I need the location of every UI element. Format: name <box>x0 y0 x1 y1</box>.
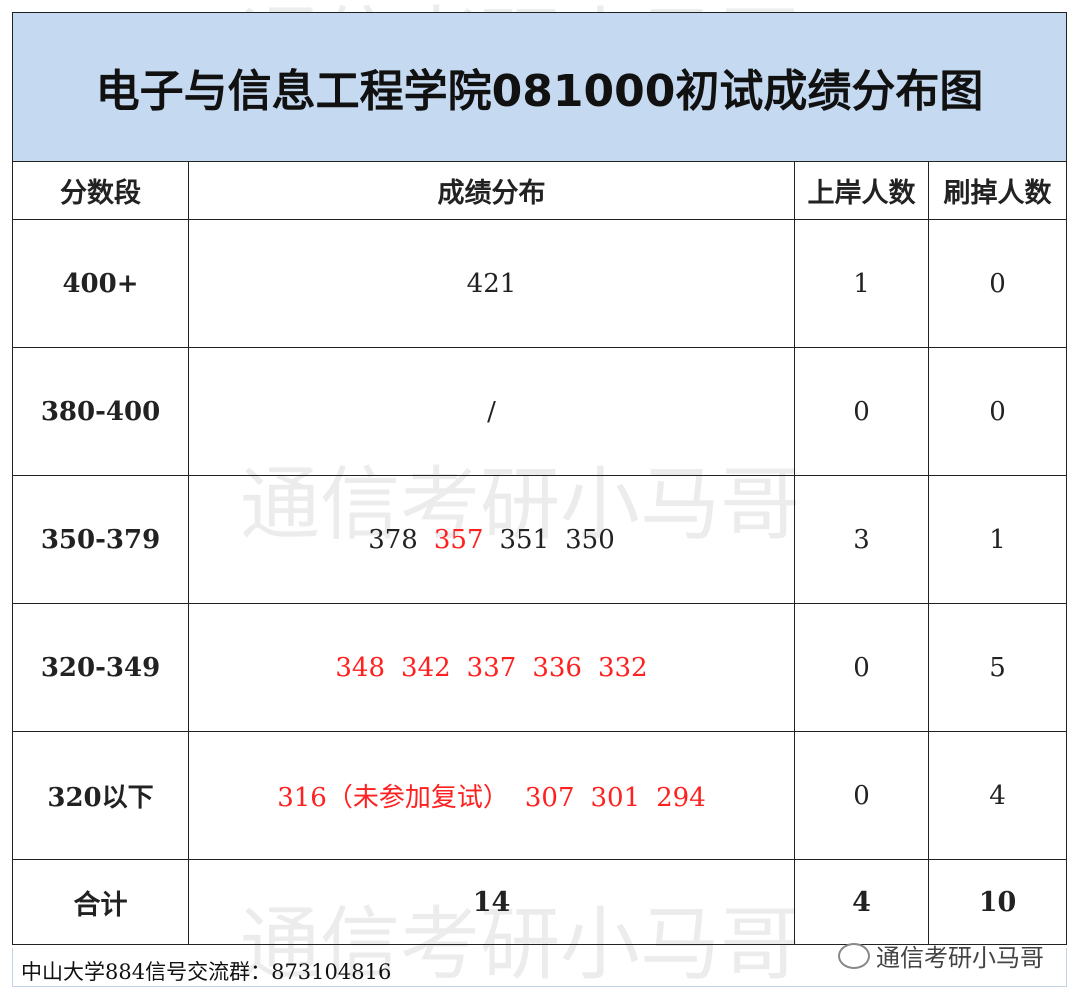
total-rejected: 10 <box>928 859 1067 945</box>
table-row: 400+ 421 1 0 <box>12 219 1067 348</box>
footer-text: 中山大学884信号交流群：873104816 <box>21 960 392 984</box>
score-value: 342 <box>401 652 451 683</box>
rejected-count: 4 <box>928 731 1067 860</box>
admitted-count: 3 <box>794 475 929 604</box>
score-table: 电子与信息工程学院081000初试成绩分布图 分数段 成绩分布 上岸人数 刷掉人… <box>12 12 1067 945</box>
score-value: 421 <box>466 268 517 299</box>
score-segment: 320-349 <box>12 603 189 732</box>
admitted-count: 0 <box>794 731 929 860</box>
total-row: 合计 14 4 10 <box>12 859 1067 945</box>
score-value: 294 <box>656 783 706 813</box>
rejected-count: 0 <box>928 347 1067 476</box>
table-row: 380-400 / 0 0 <box>12 347 1067 476</box>
header-rejected: 刷掉人数 <box>928 161 1067 220</box>
score-value: 350 <box>565 524 615 555</box>
table-row: 320以下 316（未参加复试） 307 301 294 0 4 <box>12 731 1067 860</box>
score-value: 378 <box>368 524 418 555</box>
header-segment: 分数段 <box>12 161 189 220</box>
score-distribution: 316（未参加复试） 307 301 294 <box>188 731 795 860</box>
score-value: 316（未参加复试） <box>277 783 509 813</box>
score-distribution: / <box>188 347 795 476</box>
table-title: 电子与信息工程学院081000初试成绩分布图 <box>12 12 1067 162</box>
rejected-count: 1 <box>928 475 1067 604</box>
rejected-count: 5 <box>928 603 1067 732</box>
score-value: 307 <box>524 783 575 813</box>
score-value: 301 <box>590 783 641 813</box>
header-admitted: 上岸人数 <box>794 161 929 220</box>
score-segment: 400+ <box>12 219 189 348</box>
score-value: / <box>487 396 496 427</box>
header-distribution: 成绩分布 <box>188 161 795 220</box>
score-value: 337 <box>466 652 517 683</box>
rejected-count: 0 <box>928 219 1067 348</box>
score-segment: 320以下 <box>12 731 189 860</box>
brand-name: 通信考研小马哥 <box>876 944 1044 972</box>
score-value: 351 <box>499 524 550 555</box>
total-label: 合计 <box>12 859 189 945</box>
score-segment: 350-379 <box>12 475 189 604</box>
admitted-count: 1 <box>794 219 929 348</box>
score-distribution: 378 357 351 350 <box>188 475 795 604</box>
score-segment: 380-400 <box>12 347 189 476</box>
wechat-icon <box>838 942 870 969</box>
score-value: 357 <box>433 524 484 555</box>
score-value: 336 <box>532 652 582 683</box>
score-value: 348 <box>335 652 386 683</box>
score-distribution: 421 <box>188 219 795 348</box>
score-distribution: 348 342 337 336 332 <box>188 603 795 732</box>
total-count: 14 <box>188 859 795 945</box>
admitted-count: 0 <box>794 603 929 732</box>
brand: 通信考研小马哥 <box>838 938 1044 973</box>
total-admitted: 4 <box>794 859 929 945</box>
score-value: 332 <box>597 652 648 683</box>
footer: 中山大学884信号交流群：873104816 <box>12 948 1067 987</box>
table-row: 350-379 378 357 351 350 3 1 <box>12 475 1067 604</box>
admitted-count: 0 <box>794 347 929 476</box>
table-row: 320-349 348 342 337 336 332 0 5 <box>12 603 1067 732</box>
